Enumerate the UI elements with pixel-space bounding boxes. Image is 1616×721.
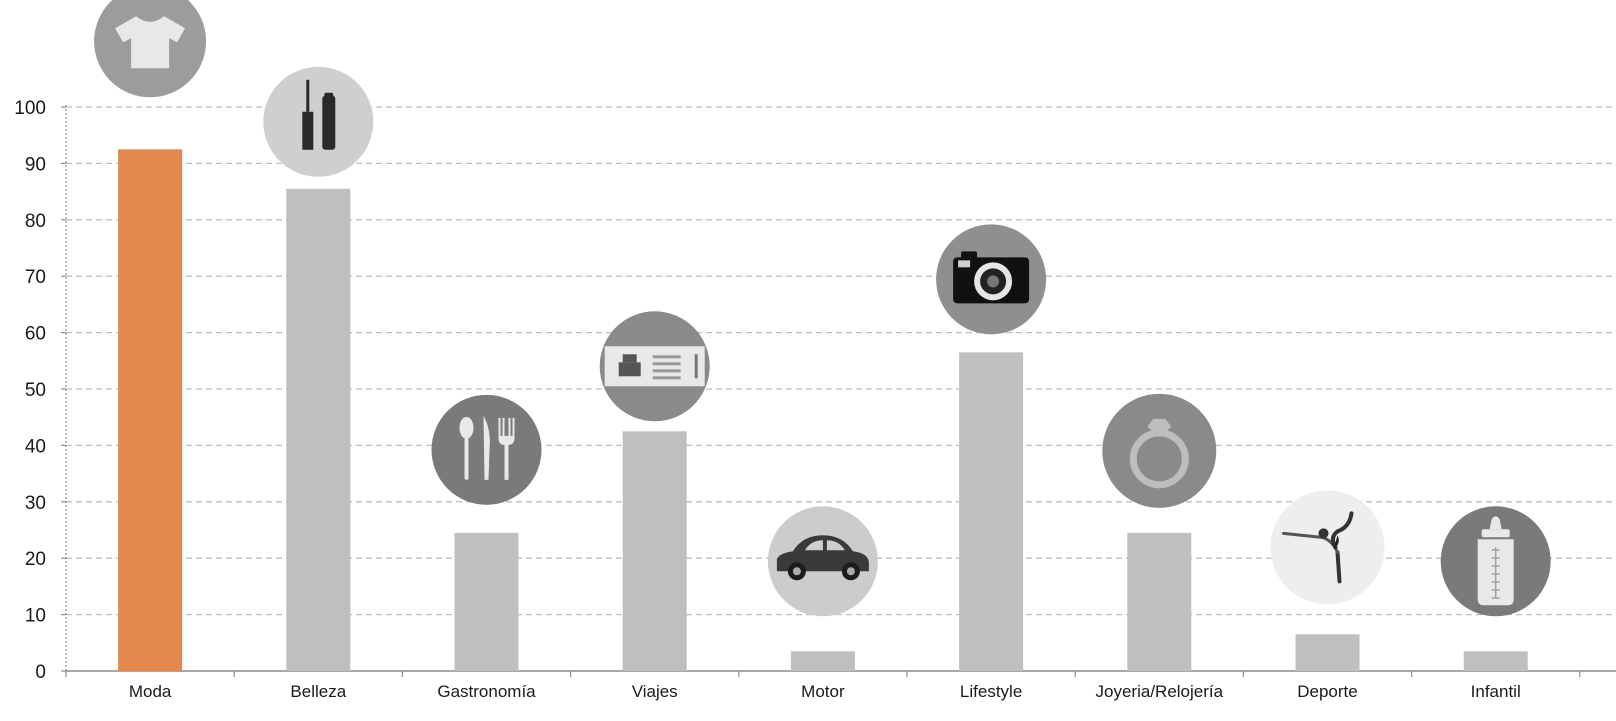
yoga-icon	[1271, 490, 1385, 604]
baby-bottle-icon	[1441, 506, 1551, 616]
car-icon	[768, 506, 878, 616]
bar-deporte	[1296, 634, 1360, 671]
ring-icon	[1102, 394, 1216, 508]
y-tick-label: 50	[25, 380, 46, 401]
y-tick-labels: 0 10 20 30 40 50 60 70 80 90 100	[14, 98, 46, 683]
bar-joyeria-relojer-a	[1127, 533, 1191, 671]
y-tick-label: 20	[25, 549, 46, 570]
bar-motor	[791, 651, 855, 671]
category-label: Motor	[801, 682, 845, 701]
t-shirt-icon	[94, 0, 206, 97]
y-tick-label: 30	[25, 493, 46, 514]
mascara-icon	[263, 67, 373, 177]
y-tick-label: 70	[25, 267, 46, 288]
bar-belleza	[286, 189, 350, 671]
y-tick-label: 90	[25, 154, 46, 175]
category-label: Infantil	[1471, 682, 1521, 701]
category-label: Belleza	[290, 682, 346, 701]
bar-gastronom-a	[455, 533, 519, 671]
category-label: Deporte	[1297, 682, 1357, 701]
category-label: Lifestyle	[960, 682, 1022, 701]
y-tick-label: 40	[25, 436, 46, 457]
bar-viajes	[623, 431, 687, 671]
ticket-icon	[600, 311, 710, 421]
category-label: Viajes	[632, 682, 678, 701]
bar-infantil	[1464, 651, 1528, 671]
category-label: Gastronomía	[437, 682, 536, 701]
bar-moda	[118, 149, 182, 671]
category-label: Joyeria/Relojería	[1096, 682, 1224, 701]
camera-icon	[936, 224, 1046, 334]
y-tick-label: 10	[25, 606, 46, 627]
bar-lifestyle	[959, 352, 1023, 671]
cutlery-icon	[432, 395, 542, 505]
y-tick-label: 0	[35, 662, 46, 683]
y-tick-label: 60	[25, 324, 46, 345]
category-label: Moda	[129, 682, 172, 701]
y-tick-label: 100	[14, 98, 46, 119]
y-tick-label: 80	[25, 211, 46, 232]
category-labels: Moda Belleza Gastronomía Viajes Motor Lifesty…	[129, 682, 1521, 701]
